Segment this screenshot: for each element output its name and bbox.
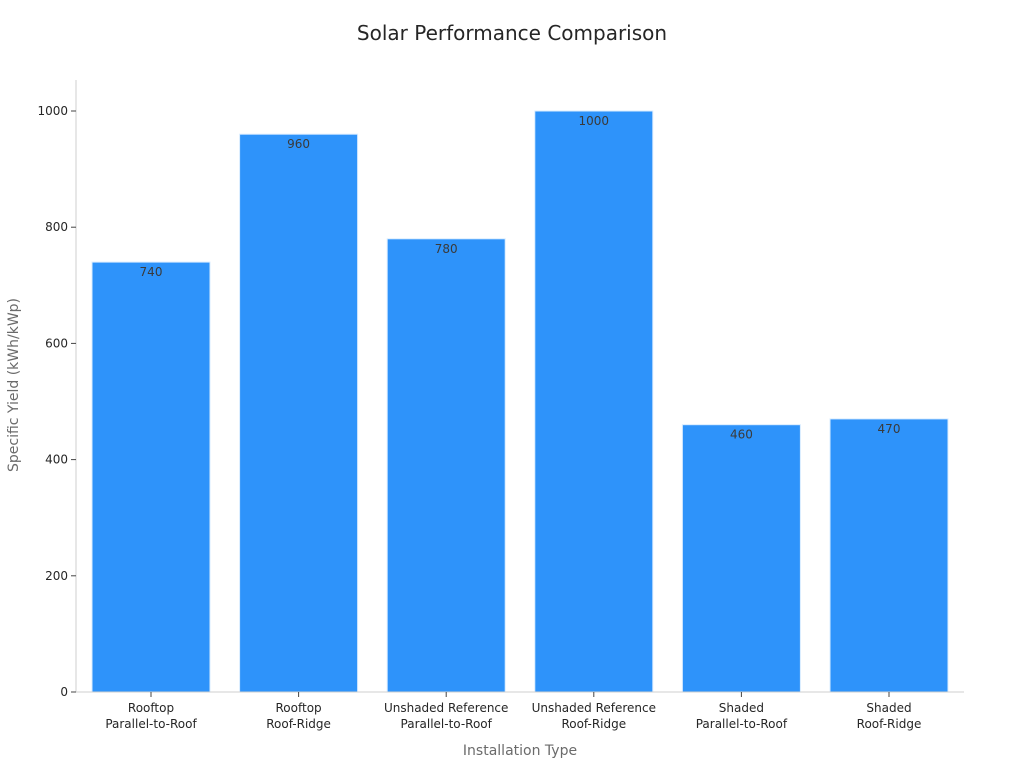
bar-data-label: 740 [140,265,163,279]
x-axis-label: Installation Type [463,743,577,759]
bar-data-label: 1000 [579,114,610,128]
bar [239,133,359,693]
bars-layer [91,110,949,693]
bar [681,424,801,693]
x-ticks-layer: Rooftop Parallel-to-Roof Rooftop Roof-Ridge… [105,692,921,731]
x-tick-label: Rooftop Roof-Ridge [266,701,331,731]
y-tick-label: 1000 [37,104,68,118]
y-tick-label: 600 [45,336,68,350]
y-axis-label: Specific Yield (kWh/kWp) [6,298,22,472]
bar [534,110,654,693]
bar-data-label: 470 [878,422,901,436]
x-tick-label: Unshaded Reference Roof-Ridge [532,701,656,731]
data-labels-layer: 740 960 780 1000 460 470 [140,114,901,442]
y-ticks-layer: 0 200 400 600 800 1000 [37,104,76,699]
y-tick-label: 200 [45,569,68,583]
x-tick-label: Unshaded Reference Parallel-to-Roof [384,701,508,731]
bar-data-label: 460 [730,428,753,442]
bar-data-label: 780 [435,242,458,256]
y-tick-label: 0 [60,685,68,699]
x-tick-label: Rooftop Parallel-to-Roof [105,701,197,731]
y-tick-label: 800 [45,220,68,234]
bar [91,261,211,693]
chart-title: Solar Performance Comparison [357,21,667,45]
bar [386,238,506,693]
y-tick-label: 400 [45,453,68,467]
x-tick-label: Shaded Roof-Ridge [857,701,922,731]
bar [829,418,949,693]
x-tick-label: Shaded Parallel-to-Roof [696,701,788,731]
bar-data-label: 960 [287,137,310,151]
